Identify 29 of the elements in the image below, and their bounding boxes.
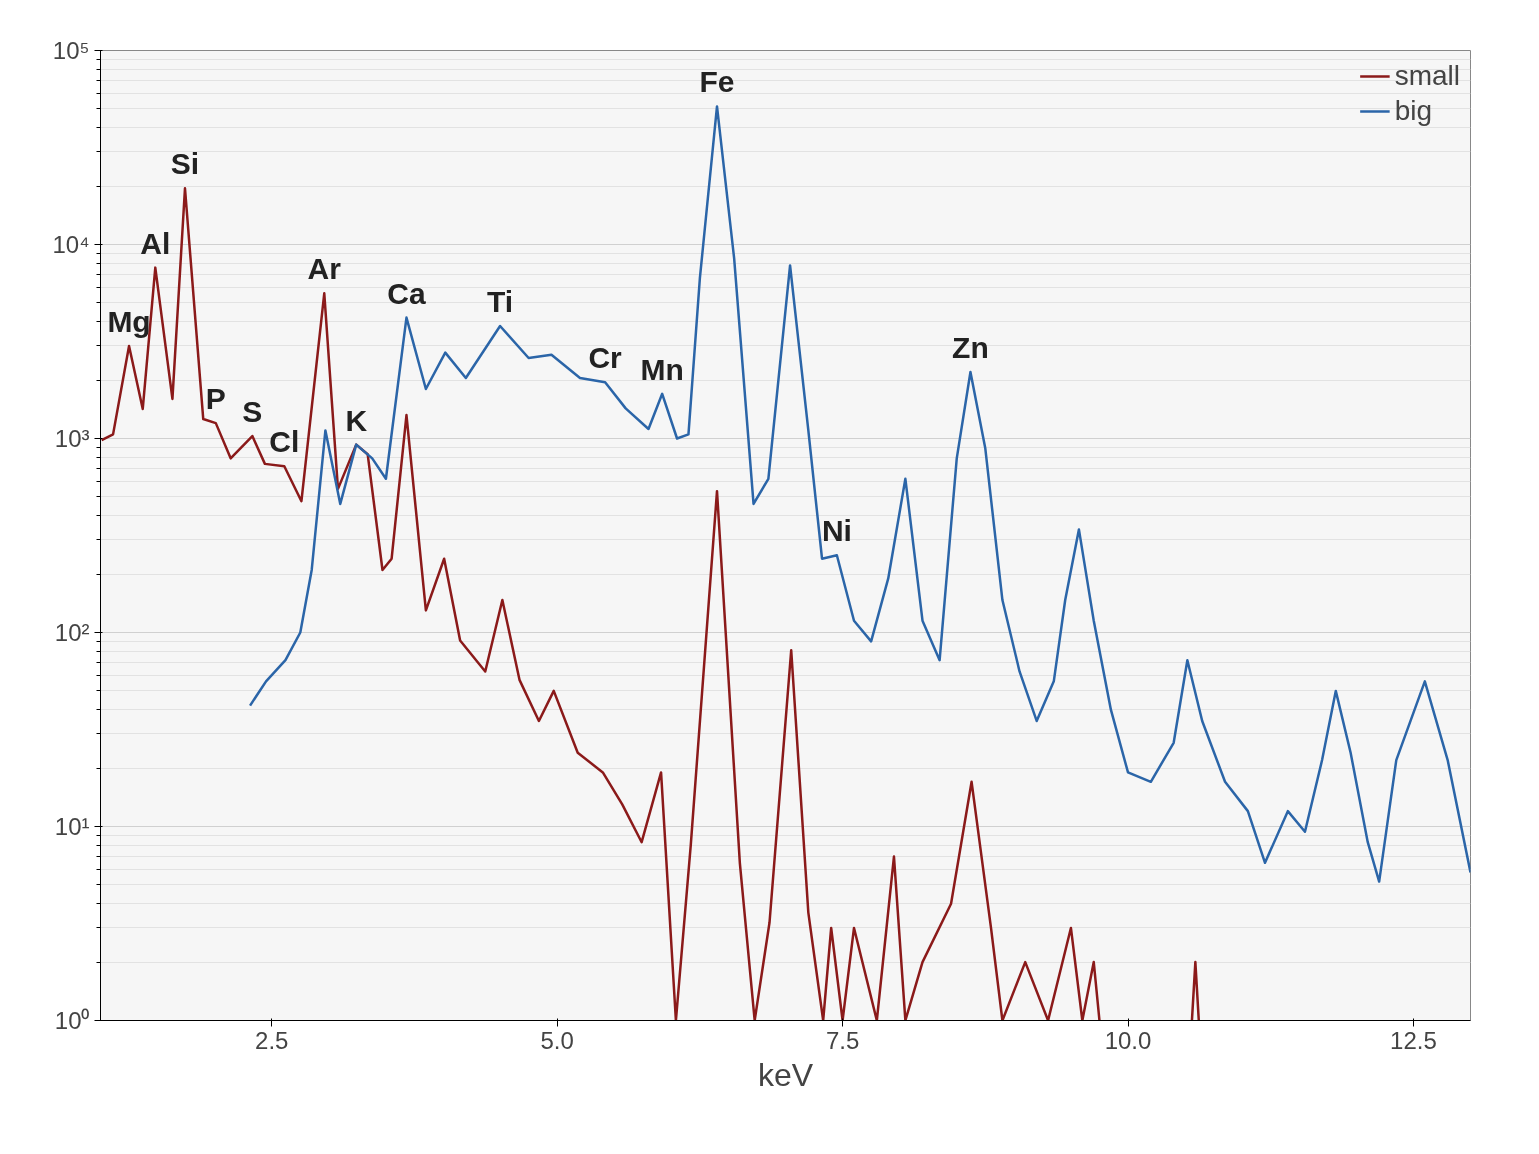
y-tick-label: 10² — [54, 619, 90, 646]
y-tick-label: 10⁰ — [54, 1007, 90, 1034]
annotation: Fe — [699, 65, 735, 99]
annotation: Mn — [640, 352, 684, 386]
annotation: Cl — [269, 425, 300, 459]
legend-label: big — [1394, 95, 1433, 127]
annotation: Al — [140, 226, 171, 260]
annotation: Ca — [387, 276, 426, 310]
y-tick-label: 10⁴ — [52, 231, 90, 258]
y-tick-label: 10³ — [54, 425, 90, 452]
annotation: Mg — [107, 304, 151, 338]
annotation: P — [205, 382, 226, 416]
annotation: Ar — [307, 252, 342, 286]
annotation: K — [345, 403, 368, 437]
annotation: Zn — [952, 331, 989, 365]
annotation: Ni — [821, 514, 852, 548]
x-tick-label: 12.5 — [1390, 1026, 1437, 1054]
x-tick-label: 10.0 — [1104, 1026, 1152, 1054]
legend-label: small — [1394, 60, 1460, 92]
annotation: S — [242, 395, 263, 429]
x-axis-title: keV — [757, 1056, 814, 1093]
annotation: Cr — [588, 341, 623, 375]
annotation: Si — [170, 147, 200, 181]
y-tick-label: 10⁵ — [52, 37, 90, 64]
y-tick-label: 10¹ — [54, 813, 90, 840]
annotation: Ti — [487, 285, 514, 319]
x-tick-label: 5.0 — [540, 1026, 574, 1054]
x-tick-label: 2.5 — [255, 1026, 289, 1054]
x-tick-label: 7.5 — [825, 1026, 860, 1054]
